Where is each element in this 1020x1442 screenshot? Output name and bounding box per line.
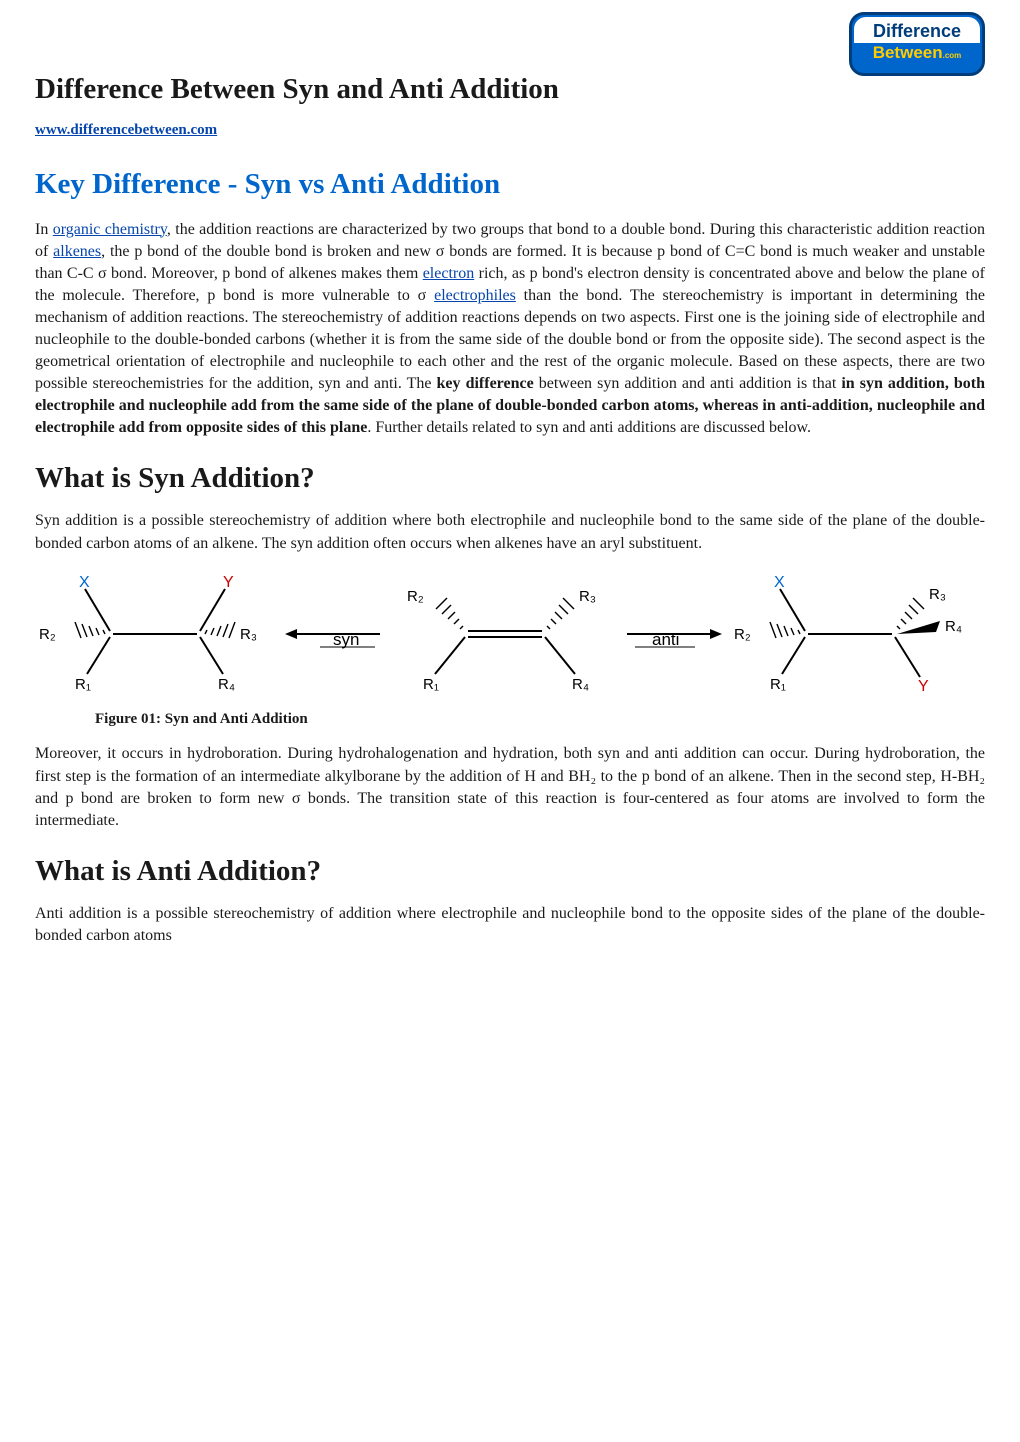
page-title: Difference Between Syn and Anti Addition: [35, 70, 985, 109]
figure-syn-anti-diagram: X R₂ R₁ Y R₃ R₄ syn R₂ R₁: [35, 569, 985, 706]
website-link[interactable]: www.differencebetween.com: [35, 120, 217, 140]
site-logo: Difference Between.com: [849, 12, 985, 76]
label-r1: R₁: [75, 676, 91, 693]
link-electrophiles[interactable]: electrophiles: [434, 287, 516, 304]
label-r2-center: R₂: [407, 588, 424, 605]
syn-paragraph-1: Syn addition is a possible stereochemist…: [35, 510, 985, 554]
label-r3-anti: R₃: [929, 586, 946, 603]
logo-text-top: Difference: [873, 19, 961, 43]
label-r3: R₃: [240, 626, 257, 643]
label-y-anti: Y: [918, 678, 929, 695]
label-r1-anti: R₁: [770, 676, 786, 693]
link-electron[interactable]: electron: [423, 265, 475, 282]
intro-paragraph: In organic chemistry, the addition react…: [35, 219, 985, 440]
label-r4-anti: R₄: [945, 618, 962, 635]
syn-arrow: syn: [285, 629, 380, 649]
label-r2-anti: R₂: [734, 626, 751, 643]
label-r2: R₂: [39, 626, 56, 643]
anti-heading: What is Anti Addition?: [35, 852, 985, 891]
syn-label: syn: [333, 630, 359, 649]
link-alkenes[interactable]: alkenes: [53, 243, 101, 260]
label-x-anti: X: [774, 574, 785, 591]
syn-heading: What is Syn Addition?: [35, 459, 985, 498]
syn-paragraph-2: Moreover, it occurs in hydroboration. Du…: [35, 743, 985, 831]
alkene-molecule: R₂ R₁ R₃ R₄: [407, 588, 596, 693]
label-r1-center: R₁: [423, 676, 439, 693]
label-r4-center: R₄: [572, 676, 589, 693]
anti-paragraph-1: Anti addition is a possible stereochemis…: [35, 903, 985, 947]
label-y: Y: [223, 574, 234, 591]
label-x: X: [79, 574, 90, 591]
anti-label: anti: [652, 630, 679, 649]
anti-product-molecule: X R₂ R₁ R₃ R₄ Y: [734, 574, 962, 695]
link-organic-chemistry[interactable]: organic chemistry: [53, 221, 167, 238]
key-difference-heading: Key Difference - Syn vs Anti Addition: [35, 165, 985, 204]
syn-product-molecule: X R₂ R₁ Y R₃ R₄: [39, 574, 257, 693]
key-difference-label: key difference: [437, 375, 534, 392]
label-r3-center: R₃: [579, 588, 596, 605]
anti-arrow: anti: [627, 629, 722, 649]
logo-text-bottom: Between.com: [873, 42, 962, 65]
label-r4: R₄: [218, 676, 235, 693]
figure-caption: Figure 01: Syn and Anti Addition: [95, 709, 985, 729]
